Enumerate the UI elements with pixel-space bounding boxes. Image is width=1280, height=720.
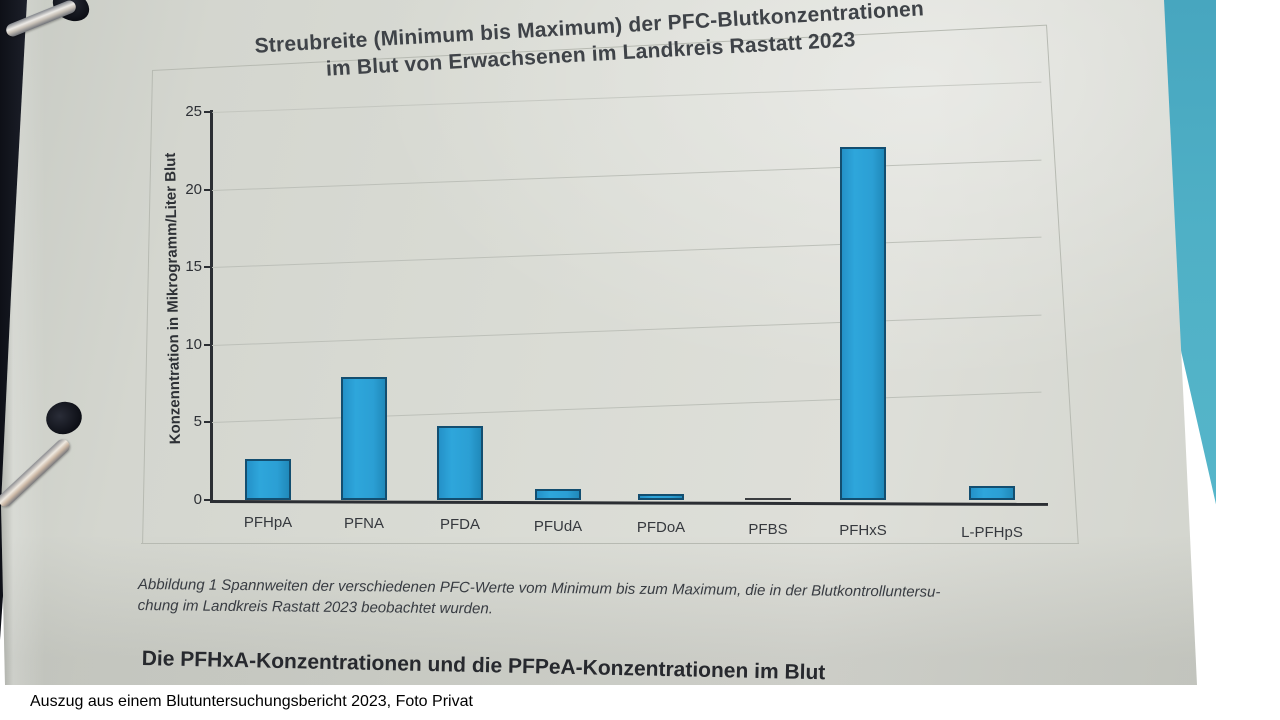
y-tick-0 bbox=[204, 499, 212, 501]
x-tick-label-PFUdA: PFUdA bbox=[533, 517, 583, 535]
y-tick-20 bbox=[204, 188, 212, 191]
y-tick-label-25: 25 bbox=[185, 103, 202, 120]
y-tick-label-15: 15 bbox=[185, 258, 202, 276]
bar-PFBS bbox=[745, 497, 791, 500]
gridline-15 bbox=[211, 236, 1042, 269]
chart-frame-bottom bbox=[141, 543, 1079, 544]
x-axis-line bbox=[209, 499, 1048, 505]
x-tick-label-L-PFHpS: L-PFHpS bbox=[961, 523, 1023, 541]
bar-chart-plot: Konzenntration in Mikrogramm/Liter Blut … bbox=[162, 81, 1048, 541]
y-tick-label-20: 20 bbox=[185, 180, 202, 198]
y-tick-label-10: 10 bbox=[185, 335, 202, 353]
bar-PFDoA bbox=[638, 494, 684, 500]
x-tick-label-PFDoA: PFDoA bbox=[636, 519, 686, 537]
bar-PFHpA bbox=[245, 459, 291, 500]
document-page: Streubreite (Minimum bis Maximum) der PF… bbox=[1, 0, 1197, 685]
bar-PFHxS bbox=[840, 147, 886, 500]
y-tick-10 bbox=[204, 343, 212, 346]
bar-PFDA bbox=[437, 425, 483, 500]
photo-of-document: Streubreite (Minimum bis Maximum) der PF… bbox=[0, 0, 1216, 685]
y-tick-label-5: 5 bbox=[193, 413, 202, 431]
bar-PFUdA bbox=[535, 488, 581, 500]
gridline-25 bbox=[211, 81, 1042, 113]
slide-footer: Auszug aus einem Blutuntersuchungsberich… bbox=[0, 685, 1280, 720]
x-tick-label-PFHxS: PFHxS bbox=[839, 522, 887, 540]
x-tick-label-PFBS: PFBS bbox=[748, 520, 788, 538]
gridline-20 bbox=[211, 159, 1042, 191]
gridline-10 bbox=[211, 314, 1042, 346]
x-tick-label-PFNA: PFNA bbox=[343, 515, 384, 533]
y-tick-label-0: 0 bbox=[193, 491, 202, 508]
y-tick-5 bbox=[204, 421, 212, 424]
x-tick-label-PFHpA: PFHpA bbox=[243, 513, 293, 531]
y-axis-line bbox=[210, 110, 213, 502]
gridline-5 bbox=[211, 391, 1042, 424]
bar-L-PFHpS bbox=[969, 485, 1015, 500]
y-tick-25 bbox=[204, 111, 212, 113]
x-tick-label-PFDA: PFDA bbox=[439, 516, 480, 534]
footer-caption: Auszug aus einem Blutuntersuchungsberich… bbox=[30, 693, 473, 710]
y-tick-15 bbox=[204, 266, 212, 269]
bar-PFNA bbox=[341, 377, 387, 500]
